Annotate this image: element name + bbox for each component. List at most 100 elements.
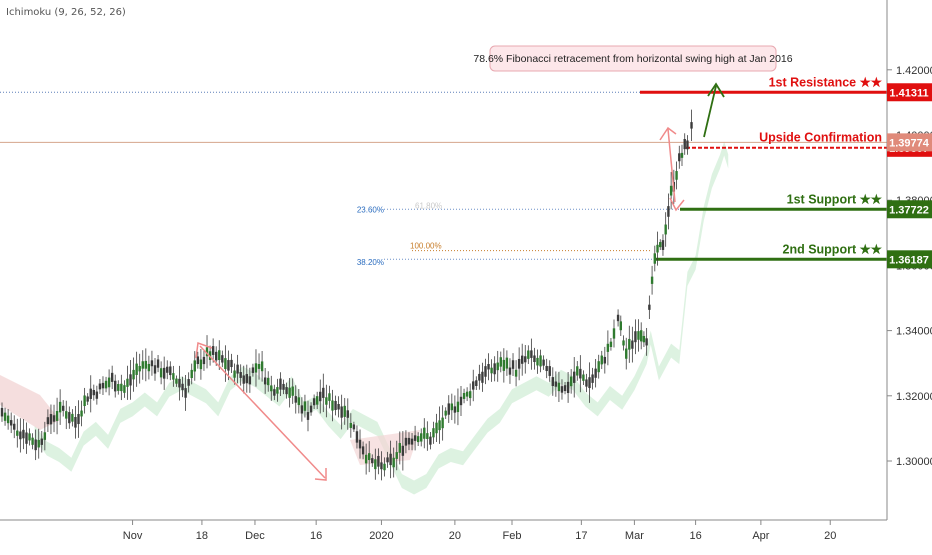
candle-body [34,439,37,451]
candle-body [193,360,196,372]
resistance-label: 1st Resistance ★★ [769,75,883,89]
candle-body [569,376,573,387]
candle-body [690,122,693,129]
candle-body [227,360,230,371]
candle-body [156,359,160,368]
candle-body [462,393,466,399]
candle-body [224,358,227,370]
candle-body [628,338,631,350]
candle-body [548,366,551,376]
candle-body [642,335,646,343]
candle-body [407,437,411,445]
candle-body [401,445,405,456]
fib-label: 23.60% [357,205,384,214]
candle-body [294,396,297,403]
candle-body [315,396,319,405]
candle-body [664,224,667,235]
candle-body [257,364,261,369]
candle-body [303,401,307,411]
level-value-tag [887,83,932,102]
x-tick-label: 16 [310,530,322,542]
candle-body [22,429,25,439]
candle-body [52,415,56,422]
candle-body [169,366,172,376]
x-tick-label: Apr [752,530,769,542]
last-price-tag [887,133,932,152]
candle-body [625,348,628,359]
candle-body [144,360,148,369]
candle-body [395,452,398,459]
candle-body [282,383,285,390]
candle-body [260,361,264,372]
price-candles [0,109,693,481]
candle-body [377,455,380,467]
candle-body [65,411,68,419]
candle-body [609,341,613,347]
level-labels: 1st Resistance ★★ 1.41311 Upside Confirmat… [759,75,932,269]
candle-body [612,328,616,339]
candle-body [55,411,59,421]
candle-body [648,304,651,310]
candle-body [135,363,138,375]
candle-body [312,398,316,406]
candle-body [416,436,420,443]
candle-body [383,463,386,471]
candle-body [150,360,154,367]
level-value-text: 1.41311 [889,87,928,99]
fibonacci-annotation: 78.6% Fibonacci retracement from horizon… [473,45,793,72]
candle-body [573,371,576,383]
candle-body [361,446,365,455]
indicator-label: Ichimoku (9, 26, 52, 26) [6,7,126,18]
candle-body [539,355,542,367]
candle-body [270,385,273,392]
candle-body [680,152,684,158]
candle-body [487,364,490,370]
candle-body [300,405,304,414]
candle-body [600,355,603,365]
candle-body [28,433,31,441]
candle-body [86,396,89,402]
time-axis[interactable]: Nov 18 Dec 16 2020 20 Feb 17 Mar 16 Apr 20 [123,520,837,542]
candle-body [637,331,640,340]
y-tick-label: 1.42000 [896,65,932,77]
candle-body [218,350,221,360]
candle-body [126,378,129,387]
swing-low-arrow [669,197,685,212]
x-tick-label: 18 [196,530,208,542]
candle-body [656,244,659,253]
candle-body [120,383,123,392]
candle-body [202,356,206,365]
candle-body [358,439,362,449]
candle-body [19,431,22,440]
candle-body [3,412,7,421]
candle-body [236,364,239,374]
candle-body [398,443,401,453]
candle-body [597,361,600,373]
candle-body [426,433,429,439]
candle-body [453,406,457,413]
level-value-tag [887,250,932,269]
candle-body [233,370,236,378]
x-tick-label: 2020 [369,530,393,542]
candle-body [98,383,102,390]
candle-body [490,367,493,374]
down-trend-arrow-line [199,345,326,479]
candle-body [172,373,175,380]
candle-body [465,391,469,397]
swing-high-arrow [659,126,677,141]
candle-body [478,373,481,381]
candle-body [475,380,478,387]
candle-body [551,377,554,387]
candle-body [423,427,426,439]
candle-body [340,406,343,418]
fib-label: 61.80% [415,201,442,210]
candle-body [404,437,408,446]
candle-body [95,391,99,399]
candle-body [420,433,423,442]
y-tick-label: 1.32000 [896,391,932,403]
candle-body [640,330,643,342]
candle-body [634,331,637,343]
candle-body [43,432,47,440]
candle-body [114,380,117,392]
